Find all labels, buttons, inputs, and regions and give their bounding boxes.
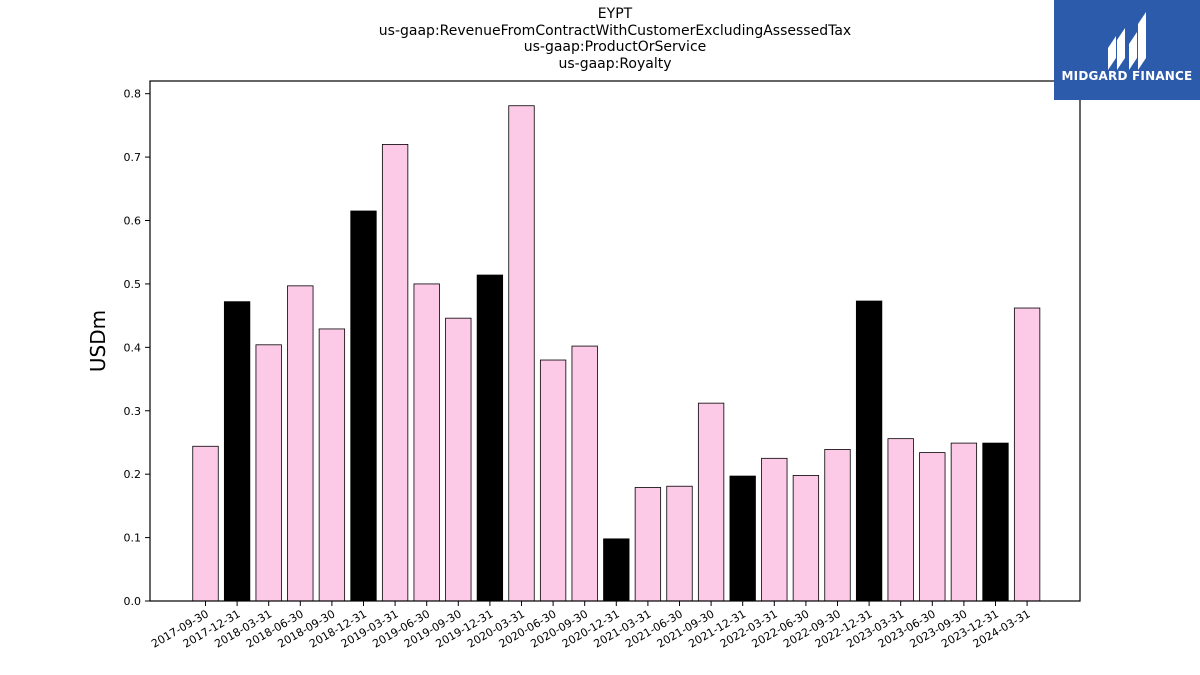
chart-title: EYPT us-gaap:RevenueFromContractWithCust… xyxy=(0,6,1200,72)
bar xyxy=(666,485,693,602)
y-tick-label: 0.0 xyxy=(124,595,142,608)
y-tick-label: 0.8 xyxy=(124,88,142,101)
bar xyxy=(192,445,219,602)
y-tick-label: 0.6 xyxy=(124,215,142,228)
y-tick-label: 0.4 xyxy=(124,341,142,354)
chart-title-ticker: EYPT xyxy=(597,6,633,22)
bar xyxy=(476,274,504,602)
logo-mark-icon xyxy=(1108,12,1146,70)
bar xyxy=(318,328,346,602)
bar xyxy=(697,402,725,602)
bar xyxy=(539,359,567,602)
plot-frame xyxy=(149,80,1081,602)
bar xyxy=(792,475,820,602)
bar xyxy=(223,301,251,602)
bar xyxy=(729,475,756,602)
bar xyxy=(982,442,1009,602)
bar xyxy=(508,105,535,602)
bar xyxy=(287,285,314,602)
logo-text: MIDGARD FINANCE xyxy=(1061,69,1193,83)
bar xyxy=(350,210,377,602)
bar xyxy=(855,300,883,602)
bar xyxy=(445,317,472,602)
bar xyxy=(1013,307,1041,602)
chart-title-member: us-gaap:Royalty xyxy=(558,55,672,72)
bar xyxy=(824,449,851,602)
bar xyxy=(761,457,788,602)
bar xyxy=(634,487,662,602)
bar xyxy=(381,144,409,602)
bar xyxy=(887,438,914,602)
bar xyxy=(950,442,978,602)
bar xyxy=(255,344,282,602)
midgard-finance-logo: MIDGARD FINANCE xyxy=(1054,0,1200,100)
bar xyxy=(603,538,630,602)
bar xyxy=(413,283,440,602)
y-axis-label: USDm xyxy=(86,310,110,372)
y-tick-label: 0.2 xyxy=(124,468,142,481)
chart-title-axis: us-gaap:ProductOrService xyxy=(523,39,707,56)
bar xyxy=(571,345,598,602)
y-tick-label: 0.1 xyxy=(124,532,142,545)
chart-title-concept: us-gaap:RevenueFromContractWithCustomerE… xyxy=(378,22,852,39)
y-tick-label: 0.5 xyxy=(124,278,142,291)
bar xyxy=(919,452,946,602)
y-tick-label: 0.3 xyxy=(124,405,142,418)
y-tick-label: 0.7 xyxy=(124,151,142,164)
